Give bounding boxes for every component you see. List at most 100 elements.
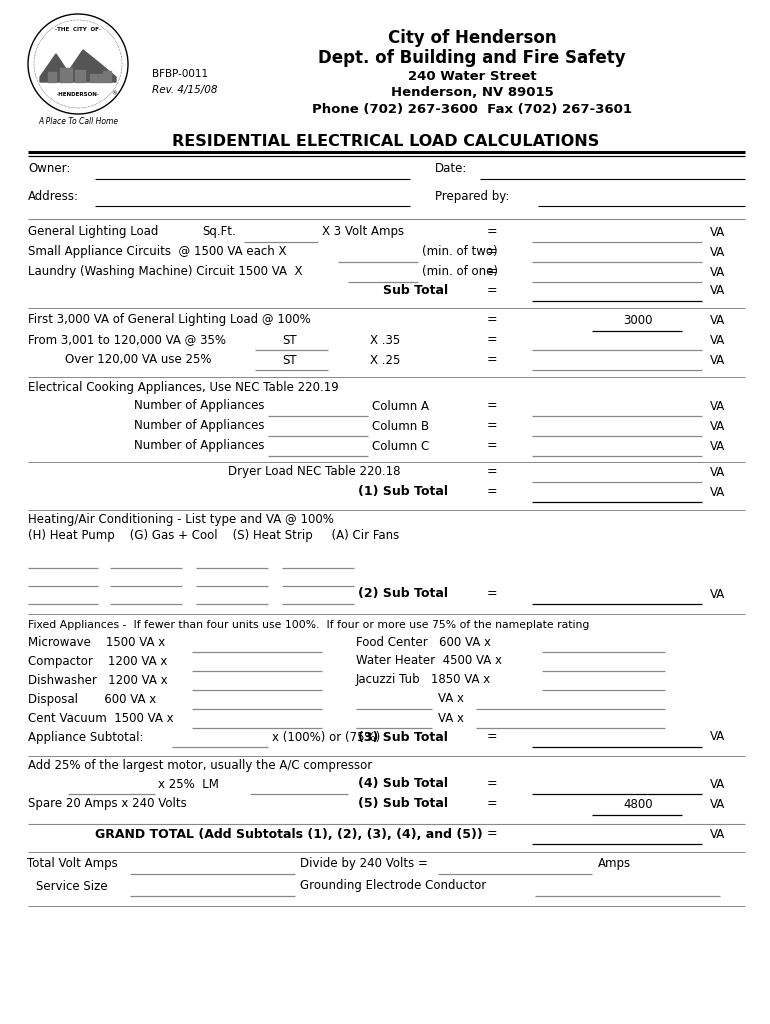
Text: VA: VA	[710, 225, 725, 239]
Text: A Place To Call Home: A Place To Call Home	[38, 118, 118, 127]
Text: VA: VA	[710, 399, 725, 413]
Text: City of Henderson: City of Henderson	[387, 29, 556, 47]
Bar	[90, 74, 104, 82]
Text: Add 25% of the largest motor, usually the A/C compressor: Add 25% of the largest motor, usually th…	[28, 760, 372, 772]
Text: Heating/Air Conditioning - List type and VA @ 100%: Heating/Air Conditioning - List type and…	[28, 513, 334, 526]
Text: Dishwasher   1200 VA x: Dishwasher 1200 VA x	[28, 674, 168, 686]
Text: Number of Appliances: Number of Appliances	[135, 399, 265, 413]
Text: VA x: VA x	[438, 712, 464, 725]
Text: x 25%  LM: x 25% LM	[158, 777, 219, 791]
Bar	[48, 72, 56, 82]
Text: X .25: X .25	[370, 353, 400, 367]
Text: 4800: 4800	[623, 798, 653, 811]
Text: Microwave    1500 VA x: Microwave 1500 VA x	[28, 636, 166, 648]
Text: Jacuzzi Tub   1850 VA x: Jacuzzi Tub 1850 VA x	[356, 674, 491, 686]
Text: =: =	[487, 285, 497, 298]
Text: VA: VA	[710, 353, 725, 367]
Text: Owner:: Owner:	[28, 163, 70, 175]
Text: =: =	[487, 265, 497, 279]
Text: Sub Total: Sub Total	[383, 285, 448, 298]
Text: VA: VA	[710, 730, 725, 743]
Text: Fixed Appliances -  If fewer than four units use 100%.  If four or more use 75% : Fixed Appliances - If fewer than four un…	[28, 620, 589, 630]
Text: 3000: 3000	[623, 313, 653, 327]
Text: Column A: Column A	[372, 399, 429, 413]
Text: ST: ST	[283, 353, 297, 367]
Text: VA x: VA x	[438, 692, 464, 706]
Text: Dryer Load NEC Table 220.18: Dryer Load NEC Table 220.18	[228, 466, 400, 478]
Text: =: =	[487, 353, 497, 367]
Text: Prepared by:: Prepared by:	[435, 189, 510, 203]
Bar	[60, 68, 72, 82]
Text: Henderson, NV 89015: Henderson, NV 89015	[390, 85, 554, 98]
Text: (H) Heat Pump    (G) Gas + Cool    (S) Heat Strip     (A) Cir Fans: (H) Heat Pump (G) Gas + Cool (S) Heat St…	[28, 529, 400, 543]
Text: VA: VA	[710, 265, 725, 279]
Text: =: =	[487, 439, 497, 453]
Text: =: =	[487, 334, 497, 346]
Text: First 3,000 VA of General Lighting Load @ 100%: First 3,000 VA of General Lighting Load …	[28, 313, 311, 327]
Text: BFBP-0011: BFBP-0011	[152, 69, 208, 79]
Text: =: =	[487, 777, 497, 791]
Text: Appliance Subtotal:: Appliance Subtotal:	[28, 730, 143, 743]
Text: Small Appliance Circuits  @ 1500 VA each X: Small Appliance Circuits @ 1500 VA each …	[28, 246, 286, 258]
Text: VA: VA	[710, 485, 725, 499]
Text: Spare 20 Amps x 240 Volts: Spare 20 Amps x 240 Volts	[28, 798, 187, 811]
Text: Column C: Column C	[372, 439, 429, 453]
Text: Over 120,00 VA use 25%: Over 120,00 VA use 25%	[65, 353, 212, 367]
Text: Sq.Ft.: Sq.Ft.	[202, 225, 236, 239]
Text: ®: ®	[111, 91, 117, 96]
Text: =: =	[487, 730, 497, 743]
Text: ·THE  CITY  OF·: ·THE CITY OF·	[55, 27, 101, 32]
Text: =: =	[487, 827, 497, 841]
Text: ·HENDERSON·: ·HENDERSON·	[56, 91, 99, 96]
Text: VA: VA	[710, 827, 725, 841]
Text: (4) Sub Total: (4) Sub Total	[358, 777, 448, 791]
Text: Service Size: Service Size	[36, 880, 108, 893]
Text: Number of Appliances: Number of Appliances	[135, 420, 265, 432]
Text: =: =	[487, 798, 497, 811]
Bar	[103, 71, 111, 82]
Text: Cent Vacuum  1500 VA x: Cent Vacuum 1500 VA x	[28, 712, 173, 725]
Text: VA: VA	[710, 798, 725, 811]
Text: =: =	[487, 313, 497, 327]
Text: Laundry (Washing Machine) Circuit 1500 VA  X: Laundry (Washing Machine) Circuit 1500 V…	[28, 265, 303, 279]
Text: Water Heater  4500 VA x: Water Heater 4500 VA x	[356, 654, 502, 668]
Text: X .35: X .35	[370, 334, 400, 346]
Text: VA: VA	[710, 313, 725, 327]
Text: ST: ST	[283, 334, 297, 346]
Text: =: =	[487, 225, 497, 239]
Text: Total Volt Amps: Total Volt Amps	[27, 857, 117, 870]
Text: VA: VA	[710, 334, 725, 346]
Text: Address:: Address:	[28, 189, 79, 203]
Text: GRAND TOTAL (Add Subtotals (1), (2), (3), (4), and (5)): GRAND TOTAL (Add Subtotals (1), (2), (3)…	[95, 827, 483, 841]
Text: (min. of two): (min. of two)	[422, 246, 497, 258]
Text: Amps: Amps	[598, 857, 631, 870]
Text: Food Center   600 VA x: Food Center 600 VA x	[356, 636, 491, 648]
Text: VA: VA	[710, 420, 725, 432]
Text: Phone (702) 267-3600  Fax (702) 267-3601: Phone (702) 267-3600 Fax (702) 267-3601	[312, 103, 632, 117]
Text: (5) Sub Total: (5) Sub Total	[358, 798, 448, 811]
Bar	[75, 70, 85, 82]
Text: RESIDENTIAL ELECTRICAL LOAD CALCULATIONS: RESIDENTIAL ELECTRICAL LOAD CALCULATIONS	[172, 134, 600, 150]
Text: (min. of one): (min. of one)	[422, 265, 498, 279]
Text: VA: VA	[710, 285, 725, 298]
Text: Number of Appliances: Number of Appliances	[135, 439, 265, 453]
Text: Compactor    1200 VA x: Compactor 1200 VA x	[28, 654, 167, 668]
Text: 240 Water Street: 240 Water Street	[407, 70, 537, 83]
Text: (3) Sub Total: (3) Sub Total	[358, 730, 448, 743]
Text: =: =	[487, 246, 497, 258]
Text: Electrical Cooking Appliances, Use NEC Table 220.19: Electrical Cooking Appliances, Use NEC T…	[28, 381, 339, 393]
Text: Date:: Date:	[435, 163, 467, 175]
Polygon shape	[40, 50, 116, 82]
Text: =: =	[487, 588, 497, 600]
Text: VA: VA	[710, 588, 725, 600]
Text: Divide by 240 Volts =: Divide by 240 Volts =	[300, 857, 428, 870]
Text: VA: VA	[710, 246, 725, 258]
Text: X 3 Volt Amps: X 3 Volt Amps	[322, 225, 404, 239]
Text: (2) Sub Total: (2) Sub Total	[358, 588, 448, 600]
Text: (1) Sub Total: (1) Sub Total	[358, 485, 448, 499]
Text: VA: VA	[710, 439, 725, 453]
Text: From 3,001 to 120,000 VA @ 35%: From 3,001 to 120,000 VA @ 35%	[28, 334, 226, 346]
Text: x (100%) or (75%): x (100%) or (75%)	[272, 730, 380, 743]
Text: =: =	[487, 485, 497, 499]
Text: VA: VA	[710, 777, 725, 791]
